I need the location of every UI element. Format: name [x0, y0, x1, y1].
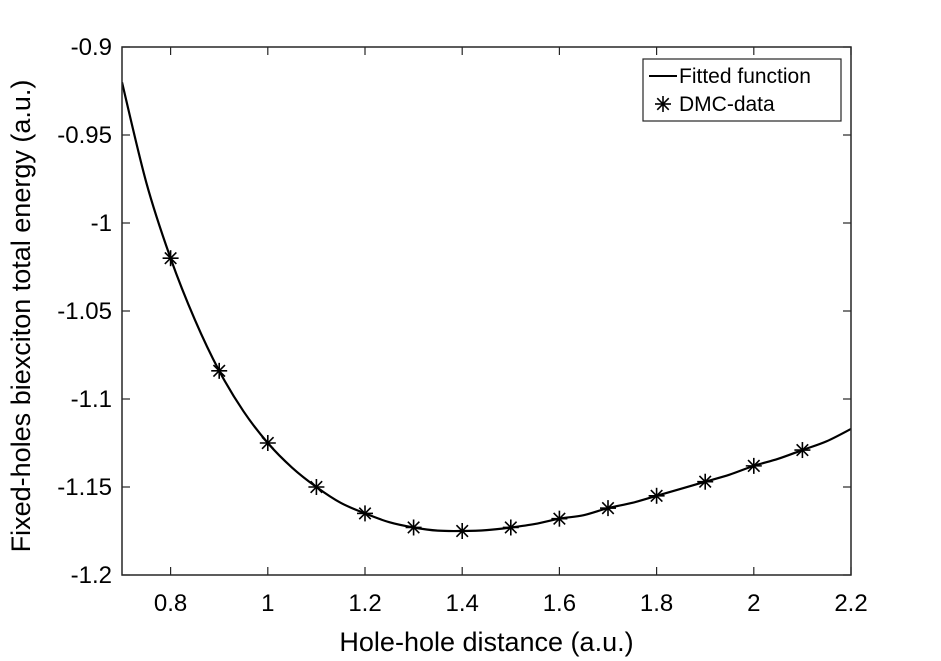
x-tick-label: 0.8	[154, 590, 187, 617]
x-tick-label: 1	[261, 590, 274, 617]
tick-labels: 0.8 1 1.2 1.4 1.6 1.8 2 2.2 -1.2 -1.15 -1.1 -1.05 -1…	[57, 34, 867, 617]
y-tick-label: -1.05	[57, 298, 112, 325]
dmc-data-point	[551, 510, 568, 527]
dmc-data-point	[648, 487, 665, 504]
legend-label-fitted-function: Fitted function	[679, 65, 811, 88]
legend-box	[642, 58, 842, 122]
dmc-data-point	[745, 457, 762, 474]
legend-asterisk-marker	[655, 96, 671, 112]
y-tick-label: -1.15	[57, 474, 112, 501]
x-tick-label: 1.4	[446, 590, 479, 617]
dmc-data-point	[502, 519, 519, 536]
y-tick-label: -1.1	[71, 386, 112, 413]
legend: Fitted function DMC-data	[642, 58, 842, 122]
dmc-data-point	[697, 473, 714, 490]
dmc-data-point	[454, 523, 471, 539]
dmc-data-point	[308, 479, 325, 495]
y-tick-label: -0.95	[57, 122, 112, 149]
dmc-data-point	[357, 505, 373, 522]
dmc-data-point	[259, 435, 276, 451]
x-tick-label: 1.6	[543, 590, 576, 617]
y-tick-label: -0.9	[71, 34, 112, 61]
x-tick-label: 1.2	[348, 590, 381, 617]
dmc-data-point	[162, 250, 179, 267]
fitted-function-line	[122, 81, 851, 533]
x-tick-label: 2	[747, 590, 760, 617]
x-tick-label: 2.2	[834, 590, 867, 617]
axes-frame	[121, 46, 852, 576]
dmc-data-point	[794, 442, 811, 459]
y-tick-label: -1	[91, 210, 112, 237]
dmc-data-point	[405, 519, 422, 536]
x-tick-label: 1.8	[640, 590, 673, 617]
dmc-data-point	[211, 362, 228, 379]
legend-marker-swatch	[655, 96, 671, 112]
legend-label-dmc-data: DMC-data	[679, 93, 775, 116]
x-axis-label: Hole-hole distance (a.u.)	[339, 627, 633, 657]
dmc-data-point	[600, 500, 616, 517]
y-axis-label: Fixed-holes biexciton total energy (a.u.…	[6, 80, 36, 553]
plot-area	[122, 81, 851, 539]
y-tick-label: -1.2	[71, 562, 112, 589]
